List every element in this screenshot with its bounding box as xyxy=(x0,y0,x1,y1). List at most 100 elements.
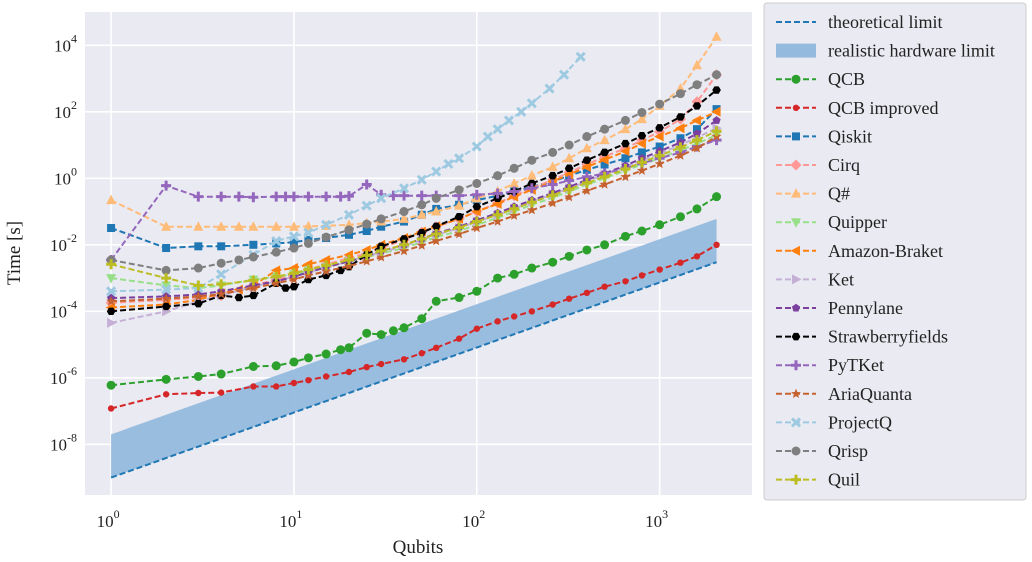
data-point xyxy=(290,379,298,387)
legend-marker xyxy=(791,332,801,341)
data-point xyxy=(399,323,409,333)
legend-label: Pennylane xyxy=(828,298,903,318)
data-point xyxy=(193,263,203,273)
data-point xyxy=(106,274,117,284)
data-point xyxy=(583,289,591,297)
data-point xyxy=(362,219,372,229)
data-point xyxy=(361,200,372,211)
data-point xyxy=(161,281,172,291)
legend-label: Quil xyxy=(828,470,860,490)
data-point xyxy=(600,240,610,250)
data-point xyxy=(363,363,370,371)
data-point xyxy=(344,343,354,353)
series-strawberryfields xyxy=(106,86,721,316)
data-point xyxy=(654,150,665,161)
data-point xyxy=(336,345,346,355)
legend-marker xyxy=(791,360,801,371)
data-point xyxy=(234,293,244,302)
data-point xyxy=(248,221,259,231)
data-point xyxy=(431,222,441,231)
data-point xyxy=(692,204,702,214)
legend-label: theoretical limit xyxy=(828,12,942,32)
legend-label: ProjectQ xyxy=(828,412,892,432)
data-point xyxy=(305,376,312,384)
data-point xyxy=(217,242,226,251)
data-point xyxy=(711,126,722,137)
data-point xyxy=(711,106,721,117)
data-point xyxy=(321,349,331,359)
data-point xyxy=(343,209,355,220)
series-line xyxy=(110,261,717,479)
data-point xyxy=(548,171,557,180)
data-point xyxy=(691,59,702,70)
data-point xyxy=(281,284,290,292)
data-point xyxy=(655,142,664,151)
data-point xyxy=(674,123,685,134)
data-point xyxy=(193,191,204,202)
data-point xyxy=(526,170,537,180)
data-point xyxy=(636,113,647,124)
data-point xyxy=(656,266,663,273)
data-point xyxy=(107,317,117,328)
data-point xyxy=(454,153,465,164)
x-tick-label: 103 xyxy=(645,507,668,531)
legend-label: Q# xyxy=(828,184,850,204)
data-point xyxy=(193,280,204,291)
data-point xyxy=(288,191,299,202)
data-point xyxy=(527,155,537,165)
data-point xyxy=(528,308,536,315)
y-tick-label: 102 xyxy=(54,98,77,122)
legend-label: Amazon-Braket xyxy=(828,241,943,261)
data-point xyxy=(250,383,257,390)
legend-label: Cirq xyxy=(828,155,860,175)
data-point xyxy=(620,115,630,125)
data-point xyxy=(637,226,647,236)
data-point xyxy=(711,31,722,41)
data-point xyxy=(565,295,573,302)
data-point xyxy=(471,141,482,152)
data-point xyxy=(712,192,722,202)
y-tick-label: 100 xyxy=(54,164,77,188)
data-point xyxy=(289,238,298,247)
data-point xyxy=(399,239,410,250)
legend-entry-ariaquanta: AriaQuanta xyxy=(776,384,912,404)
data-point xyxy=(636,157,647,168)
data-point xyxy=(106,380,116,390)
data-point xyxy=(547,179,558,190)
data-point xyxy=(280,191,291,202)
data-point xyxy=(271,191,282,202)
data-point xyxy=(248,361,258,371)
data-point xyxy=(564,164,574,173)
data-point xyxy=(655,220,665,230)
data-point xyxy=(677,259,684,266)
legend-entry-qiskit: Qiskit xyxy=(776,126,872,146)
data-point xyxy=(399,207,409,217)
data-point xyxy=(433,344,440,352)
data-point xyxy=(526,183,537,194)
data-point xyxy=(361,179,372,190)
data-point xyxy=(675,142,686,153)
data-point xyxy=(376,252,387,262)
data-point xyxy=(233,221,244,231)
data-point xyxy=(162,391,170,398)
data-point xyxy=(399,235,409,243)
data-point xyxy=(558,69,570,80)
data-point xyxy=(321,191,332,202)
data-point xyxy=(454,212,464,221)
data-point xyxy=(106,296,117,306)
data-point xyxy=(619,146,630,157)
data-point xyxy=(321,266,332,276)
data-point xyxy=(509,177,520,188)
data-point xyxy=(637,108,647,118)
data-point xyxy=(712,116,721,124)
data-point xyxy=(692,102,702,110)
data-point xyxy=(417,314,427,324)
legend-label: AriaQuanta xyxy=(828,384,912,404)
data-point xyxy=(161,273,172,284)
legend-label: Strawberryfields xyxy=(828,327,948,347)
data-point xyxy=(288,263,298,274)
data-point xyxy=(345,368,353,376)
data-point xyxy=(527,263,537,273)
data-point xyxy=(416,190,427,201)
data-point xyxy=(599,134,610,145)
